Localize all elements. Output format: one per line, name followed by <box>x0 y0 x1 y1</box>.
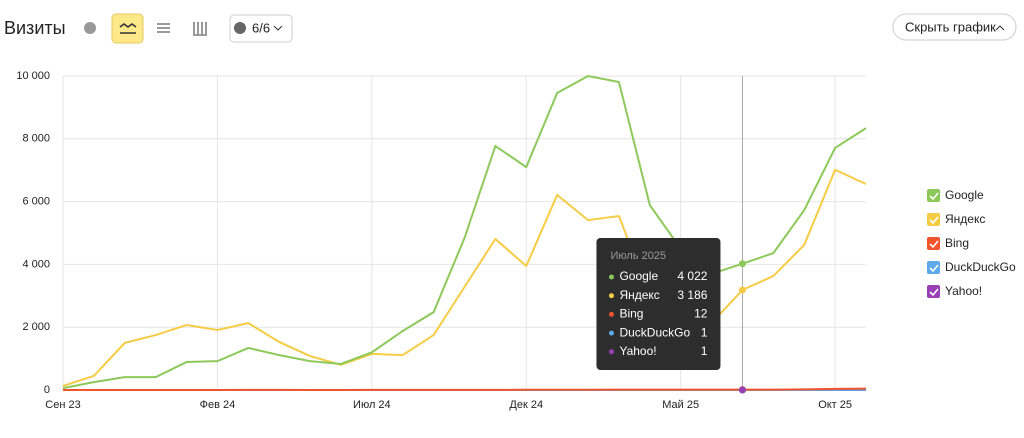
comment-icon <box>234 22 246 34</box>
x-tick-label: Май 25 <box>662 399 699 411</box>
y-tick-label: 6 000 <box>22 196 50 208</box>
tooltip-dot <box>608 349 614 355</box>
y-tick-label: 0 <box>44 384 50 396</box>
legend-checkbox[interactable] <box>927 261 940 274</box>
bar-icon[interactable] <box>193 22 207 36</box>
tooltip-value: 1 <box>701 344 708 358</box>
tooltip-name: Bing <box>619 307 643 321</box>
metrics-dropdown[interactable] <box>229 14 293 43</box>
series-line <box>62 74 867 390</box>
legend-check <box>929 192 939 201</box>
legend-label: Yahoo! <box>945 284 982 298</box>
tooltip-value: 1 <box>701 325 708 339</box>
series-line <box>63 387 867 391</box>
tooltip-name: Яндекс <box>619 288 659 302</box>
legend-checkbox[interactable] <box>927 285 940 298</box>
series-line <box>62 168 867 387</box>
x-tick-label: Фев 24 <box>200 399 236 411</box>
tooltip-name: Google <box>619 269 658 283</box>
legend-check <box>929 288 939 297</box>
tooltip-dot <box>608 311 614 317</box>
dropdown-arrow <box>273 25 283 31</box>
y-tick-label: 4 000 <box>22 258 50 270</box>
tooltip-name: DuckDuckGo <box>619 325 690 339</box>
view-buttons[interactable] <box>84 13 207 44</box>
tooltip-value: 12 <box>694 307 708 321</box>
x-tick-label: Окт 25 <box>818 399 852 411</box>
hover-point <box>738 260 746 268</box>
y-tick-label: 2 000 <box>22 321 50 333</box>
x-tick-label: Июл 24 <box>353 399 391 411</box>
legend-check <box>929 216 939 225</box>
tooltip-value: 3 186 <box>677 288 707 302</box>
hide-arrow <box>995 25 1005 31</box>
y-tick-label: 8 000 <box>22 133 50 145</box>
legend-checkbox[interactable] <box>927 189 940 202</box>
legend-label: Google <box>945 188 984 202</box>
tooltip-name: Yahoo! <box>619 344 656 358</box>
x-tick-label: Дек 24 <box>509 399 543 411</box>
legend-check <box>929 264 939 273</box>
metrics-counter: 6/6 <box>252 20 270 35</box>
tooltip-dot <box>608 293 614 299</box>
legend-label: DuckDuckGo <box>945 260 1016 274</box>
pie-icon[interactable] <box>84 22 96 34</box>
legend-label: Bing <box>945 236 969 250</box>
page-title: Визиты <box>4 18 66 38</box>
hover-point <box>738 286 746 294</box>
legend-checkbox[interactable] <box>927 213 940 226</box>
line-button[interactable] <box>111 13 144 44</box>
hover-point <box>738 386 746 394</box>
y-tick-label: 10 000 <box>16 70 50 82</box>
tooltip-dot <box>608 330 614 336</box>
legend-check <box>929 240 939 249</box>
tooltip-dot <box>608 274 614 280</box>
hide-chart-button[interactable] <box>892 13 1017 41</box>
legend-checkbox[interactable] <box>927 237 940 250</box>
line-icon <box>119 23 137 34</box>
legend-label: Яндекс <box>945 212 985 226</box>
tooltip <box>596 238 721 370</box>
tooltip-value: 4 022 <box>677 269 707 283</box>
hide-chart-label: Скрыть график <box>905 19 996 34</box>
x-tick-label: Сен 23 <box>45 399 80 411</box>
area-icon[interactable] <box>157 23 170 33</box>
tooltip-title: Июль 2025 <box>610 250 666 262</box>
